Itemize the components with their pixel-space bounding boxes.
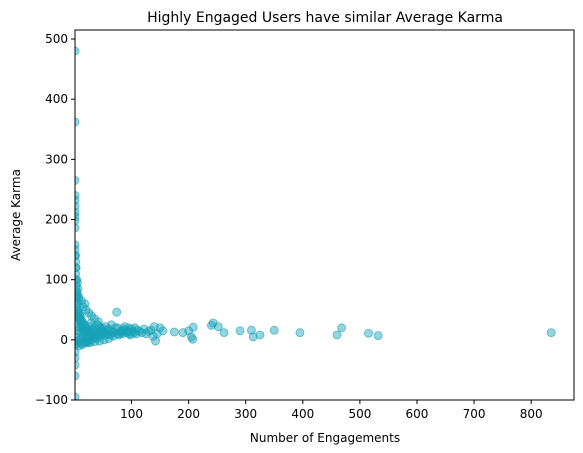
data-point-8 — [75, 216, 80, 226]
data-point-176 — [75, 275, 82, 285]
data-point-153 — [295, 328, 305, 338]
data-point-178 — [75, 284, 83, 294]
data-point-18 — [75, 360, 80, 370]
y-axis-label: Average Karma — [9, 169, 23, 261]
data-point-189 — [75, 341, 84, 351]
data-point-184 — [104, 334, 114, 344]
data-point-128 — [139, 324, 149, 334]
y-tick-label: 200 — [45, 213, 68, 227]
data-point-17 — [75, 353, 80, 363]
x-tick-label: 600 — [406, 407, 429, 421]
x-tick-label: 300 — [234, 407, 257, 421]
data-point-133 — [151, 336, 160, 346]
data-point-19 — [75, 371, 80, 381]
x-tick-label: 800 — [520, 407, 543, 421]
data-point-146 — [213, 322, 223, 332]
data-point-150 — [248, 332, 258, 342]
y-tick-label: 100 — [45, 273, 68, 287]
y-tick-label: 400 — [45, 92, 68, 106]
data-point-154 — [332, 330, 342, 340]
data-point-173 — [124, 323, 134, 333]
y-tick-label: 300 — [45, 152, 68, 166]
data-point-152 — [269, 325, 279, 335]
chart-title: Highly Engaged Users have similar Averag… — [147, 10, 503, 26]
data-point-155 — [337, 323, 347, 333]
x-tick-label: 500 — [348, 407, 371, 421]
data-point-158 — [546, 328, 556, 338]
y-tick-label: −100 — [35, 393, 68, 407]
x-tick-label: 100 — [120, 407, 143, 421]
x-axis-label: Number of Engagements — [250, 431, 400, 445]
data-point-149 — [247, 325, 256, 335]
data-point-7 — [75, 212, 80, 221]
data-point-20 — [75, 392, 80, 400]
x-tick-label: 200 — [177, 407, 200, 421]
data-point-179 — [75, 293, 81, 303]
x-tick-label: 700 — [463, 407, 486, 421]
data-point-162 — [90, 314, 99, 324]
data-point-157 — [373, 331, 383, 341]
data-point-174 — [75, 251, 80, 261]
data-point-147 — [219, 328, 229, 338]
data-point-175 — [75, 263, 81, 273]
data-point-156 — [364, 328, 373, 338]
data-point-164 — [80, 299, 90, 309]
data-point-1 — [75, 117, 80, 127]
data-point-138 — [169, 327, 179, 337]
data-point-137 — [158, 326, 168, 336]
y-axis-ticks: −100 0 100 200 300 400 500 — [35, 32, 75, 407]
data-point-151 — [255, 330, 265, 340]
y-tick-label: 500 — [45, 32, 68, 46]
data-point-107 — [112, 307, 122, 317]
data-point-143 — [188, 322, 198, 332]
y-tick-label: 0 — [60, 333, 68, 347]
data-point-142 — [188, 334, 198, 344]
x-axis-ticks: 100 200 300 400 500 600 700 800 — [120, 400, 543, 421]
data-point-9 — [75, 223, 80, 233]
data-point-0 — [75, 46, 80, 56]
data-point-2 — [75, 176, 80, 185]
data-points — [75, 46, 556, 400]
x-tick-label: 400 — [291, 407, 314, 421]
data-point-188 — [82, 337, 92, 347]
plot-frame — [74, 29, 575, 401]
data-point-6 — [75, 207, 80, 217]
data-point-141 — [187, 332, 196, 342]
data-point-148 — [235, 326, 245, 336]
